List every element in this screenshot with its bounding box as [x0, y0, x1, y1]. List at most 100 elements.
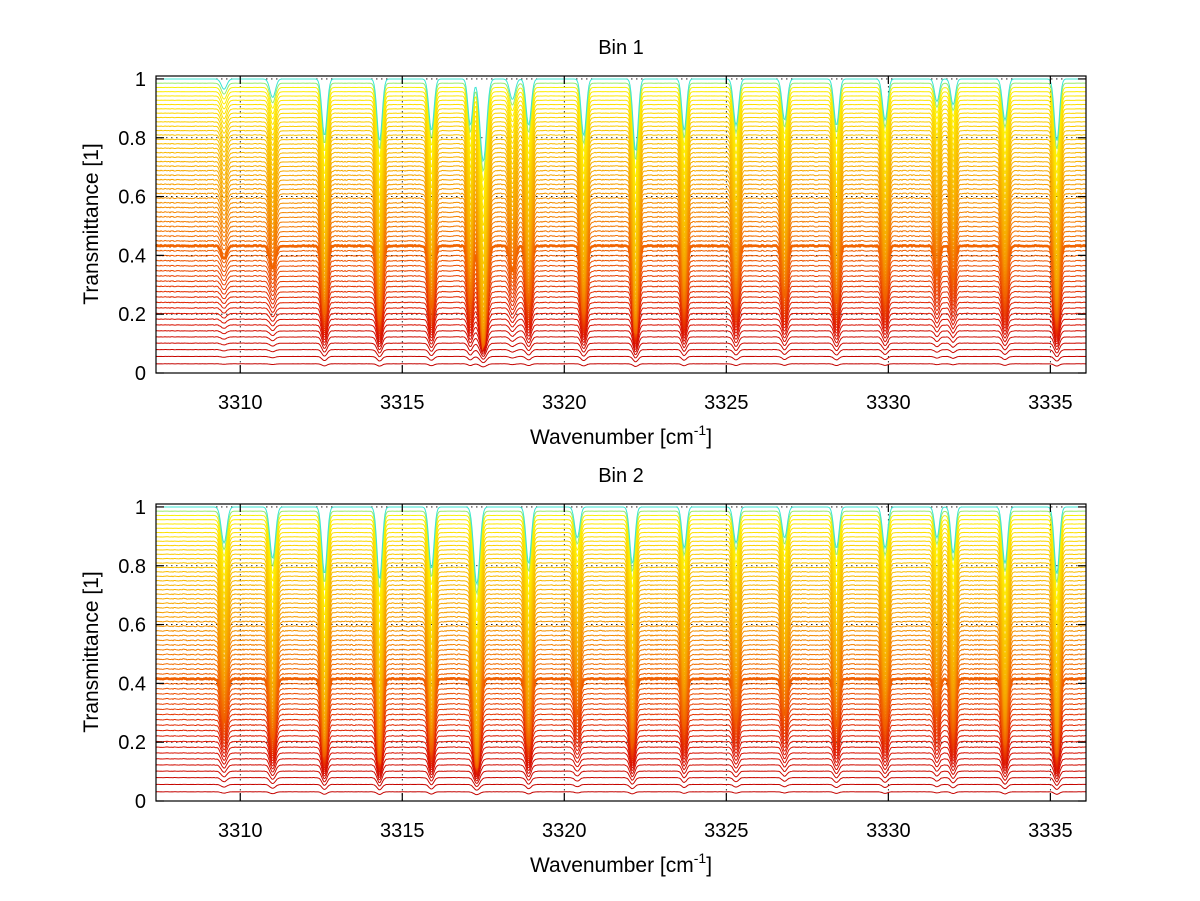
spectrum-line [155, 121, 1087, 250]
spectrum-line [155, 629, 1087, 756]
spectrum-line [155, 174, 1087, 319]
spectrum-line [155, 527, 1086, 630]
ticks: 3310 3315 3320 3325 3330 3335 0 0.2 0.4 0.6 0.8 1 [118, 69, 1086, 414]
spectrum-line [155, 269, 1087, 349]
x-tick-label: 3315 [380, 820, 425, 842]
spectrum-line [155, 230, 1087, 347]
spectrum-line [155, 225, 1087, 344]
spectrum-line [155, 692, 1087, 771]
spectrum-line [156, 78, 1086, 163]
series-group [155, 78, 1087, 374]
y-axis-label: Transmittance [1] [80, 143, 103, 304]
x-tick-label: 3315 [380, 392, 425, 414]
plot-frame [155, 503, 1087, 802]
chart-title: Bin 2 [598, 465, 644, 487]
spectrum-line [155, 330, 1087, 353]
spectrum-line [155, 243, 1087, 351]
spectrum-line [155, 220, 1087, 343]
spectrum-line [155, 301, 1087, 349]
spectrum-line [155, 648, 1087, 763]
spectrum-line [155, 549, 1087, 670]
spectrum-line [155, 662, 1087, 767]
spectrum-line [155, 540, 1086, 655]
spectrum-line [155, 156, 1087, 301]
panel-bin-2: Bin 2 3310 3315 3320 3325 3330 3335 0 0.2 0.4 0.6… [80, 465, 1087, 877]
spectrum-line [155, 724, 1087, 773]
spectrum-line [155, 336, 1087, 355]
y-tick-label: 0.6 [118, 187, 146, 209]
spectrum-line [155, 318, 1087, 351]
spectrum-line [155, 702, 1087, 772]
spectrum-line [155, 165, 1087, 311]
spectrum-line [155, 290, 1087, 348]
spectrum-line [155, 588, 1087, 725]
y-tick-label: 0 [135, 791, 146, 813]
spectrum-line [155, 579, 1087, 715]
spectrum-line [155, 510, 1086, 596]
spectrum-line [155, 363, 1087, 368]
spectrum-line [155, 274, 1087, 348]
spectrum-line [155, 718, 1087, 773]
spectrum-line [155, 634, 1087, 758]
x-tick-label: 3330 [866, 820, 911, 842]
spectrum-line [155, 575, 1087, 709]
spectrum-line [155, 280, 1087, 348]
spectrum-line [155, 324, 1087, 352]
spectrum-line [155, 95, 1087, 202]
grid [156, 76, 1086, 374]
spectrum-line [155, 249, 1087, 349]
y-tick-label: 0.8 [118, 556, 146, 578]
spectrum-line [155, 708, 1087, 772]
spectrum-line [155, 201, 1087, 337]
spectrum-line [155, 178, 1087, 323]
spectrum-line [155, 355, 1087, 364]
spectrum-line [155, 108, 1087, 226]
spectrum-line [155, 285, 1087, 348]
y-tick-label: 0.6 [118, 615, 146, 637]
x-tick-label: 3320 [542, 392, 587, 414]
x-tick-label: 3310 [218, 820, 262, 842]
spectrum-line [155, 557, 1086, 684]
spectrum-line [155, 342, 1087, 358]
spectrum-line [155, 112, 1087, 235]
spectrum-line [155, 606, 1087, 742]
spectrum-line [155, 86, 1087, 183]
x-tick-label: 3310 [218, 392, 262, 414]
spectrum-line [155, 667, 1087, 767]
spectrum-line [155, 134, 1087, 272]
spectrum-line [155, 259, 1087, 349]
spectrum-line [155, 210, 1087, 341]
spectrum-line [155, 682, 1087, 771]
spectrum-line [155, 536, 1087, 647]
spectrum-line [155, 734, 1087, 775]
spectrum-line [155, 676, 1087, 769]
spectrum-line [155, 653, 1087, 765]
spectrum-line [155, 570, 1087, 704]
spectrum-line [155, 740, 1087, 776]
y-tick-label: 0 [135, 363, 146, 385]
x-axis-label: Wavenumber [cm-1] [530, 422, 712, 449]
x-tick-label: 3325 [704, 392, 749, 414]
spectrum-line [155, 99, 1087, 211]
spectrum-line [155, 91, 1087, 192]
spectrum-line [155, 523, 1087, 622]
spectrum-line [155, 602, 1087, 738]
y-tick-label: 0.8 [118, 128, 146, 150]
spectrum-line [155, 183, 1087, 326]
y-tick-label: 1 [135, 69, 146, 91]
ticks: 3310 3315 3320 3325 3330 3335 0 0.2 0.4 0.6 0.8 1 [118, 497, 1086, 842]
spectrum-line [155, 620, 1087, 751]
spectrum-line [155, 566, 1087, 698]
spectrum-line [155, 103, 1087, 220]
spectrum-line [155, 624, 1087, 754]
spectrum-line [155, 151, 1087, 296]
spectrum-line [155, 348, 1087, 360]
spectrum-line [155, 672, 1087, 768]
spectrum-line [155, 196, 1087, 335]
spectrum-line [155, 643, 1087, 762]
y-tick-label: 0.4 [118, 673, 146, 695]
spectrum-line [155, 254, 1087, 349]
spectrum-line [155, 544, 1087, 663]
y-axis-label: Transmittance [1] [80, 571, 103, 732]
